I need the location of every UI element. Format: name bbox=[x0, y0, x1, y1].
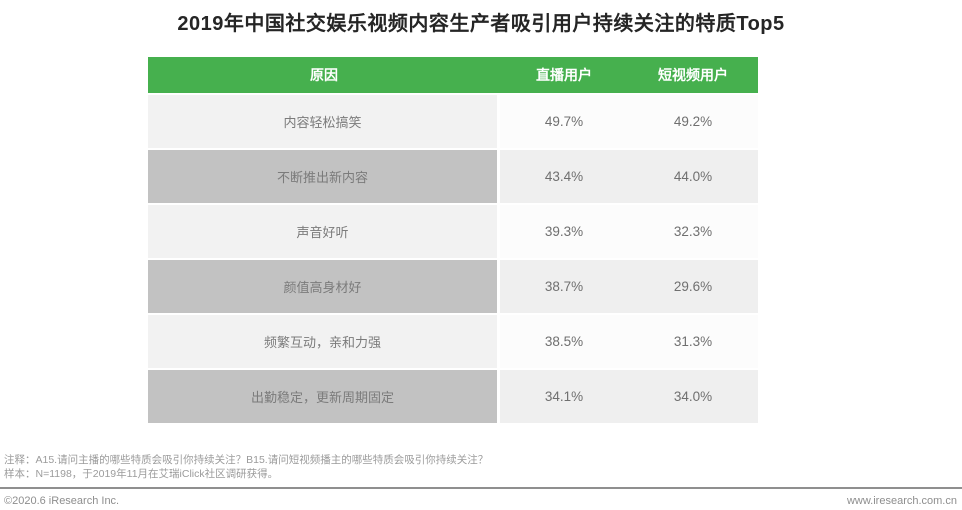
chart-title: 2019年中国社交娱乐视频内容生产者吸引用户持续关注的特质Top5 bbox=[177, 13, 785, 35]
footer-divider bbox=[0, 487, 962, 489]
table-row: 内容轻松搞笑 49.7% 49.2% bbox=[148, 95, 758, 148]
live-value-cell: 34.1% bbox=[544, 389, 584, 404]
reason-cell: 内容轻松搞笑 bbox=[148, 95, 497, 148]
short-value-cell: 31.3% bbox=[673, 334, 713, 349]
reason-cell: 频繁互动，亲和力强 bbox=[148, 315, 497, 368]
values-cells: 38.5% 31.3% bbox=[500, 315, 758, 368]
header-reason: 原因 bbox=[310, 67, 338, 83]
reason-cell: 出勤稳定，更新周期固定 bbox=[148, 370, 497, 423]
live-value-cell: 43.4% bbox=[544, 169, 584, 184]
reason-cell: 颜值高身材好 bbox=[148, 260, 497, 313]
values-cells: 49.7% 49.2% bbox=[500, 95, 758, 148]
short-value-cell: 29.6% bbox=[673, 279, 713, 294]
values-cells: 38.7% 29.6% bbox=[500, 260, 758, 313]
live-value-cell: 39.3% bbox=[544, 224, 584, 239]
short-value-cell: 32.3% bbox=[673, 224, 713, 239]
footnote-sample: 样本：N=1198，于2019年11月在艾瑞iClick社区调研获得。 bbox=[4, 467, 279, 480]
live-value-cell: 38.5% bbox=[544, 334, 584, 349]
short-value-cell: 49.2% bbox=[673, 114, 713, 129]
live-value-cell: 38.7% bbox=[544, 279, 584, 294]
short-value-cell: 34.0% bbox=[673, 389, 713, 404]
copyright-text: ©2020.6 iResearch Inc. bbox=[4, 495, 120, 507]
footnotes: 注释：A15.请问主播的哪些特质会吸引你持续关注？B15.请问短视频播主的哪些特… bbox=[4, 454, 958, 481]
footnote-annotation: 注释：A15.请问主播的哪些特质会吸引你持续关注？B15.请问短视频播主的哪些特… bbox=[4, 454, 489, 466]
table-row: 不断推出新内容 43.4% 44.0% bbox=[148, 150, 758, 203]
reason-cell: 声音好听 bbox=[148, 205, 497, 258]
header-short-video-users: 短视频用户 bbox=[658, 67, 728, 83]
website-url: www.iresearch.com.cn bbox=[846, 495, 957, 507]
table-row: 声音好听 39.3% 32.3% bbox=[148, 205, 758, 258]
reason-cell: 不断推出新内容 bbox=[148, 150, 497, 203]
table-header-row: 原因 直播用户 短视频用户 bbox=[148, 57, 758, 93]
values-cells: 39.3% 32.3% bbox=[500, 205, 758, 258]
table-row: 出勤稳定，更新周期固定 34.1% 34.0% bbox=[148, 370, 758, 423]
values-cells: 34.1% 34.0% bbox=[500, 370, 758, 423]
live-value-cell: 49.7% bbox=[544, 114, 584, 129]
data-table: 原因 直播用户 短视频用户 内容轻松搞笑 49.7% 49.2% 不断推出新内容… bbox=[148, 57, 758, 425]
short-value-cell: 44.0% bbox=[673, 169, 713, 184]
header-live-users: 直播用户 bbox=[536, 67, 592, 83]
footer: ©2020.6 iResearch Inc. www.iresearch.com… bbox=[0, 493, 962, 510]
values-cells: 43.4% 44.0% bbox=[500, 150, 758, 203]
table-row: 颜值高身材好 38.7% 29.6% bbox=[148, 260, 758, 313]
table-row: 频繁互动，亲和力强 38.5% 31.3% bbox=[148, 315, 758, 368]
